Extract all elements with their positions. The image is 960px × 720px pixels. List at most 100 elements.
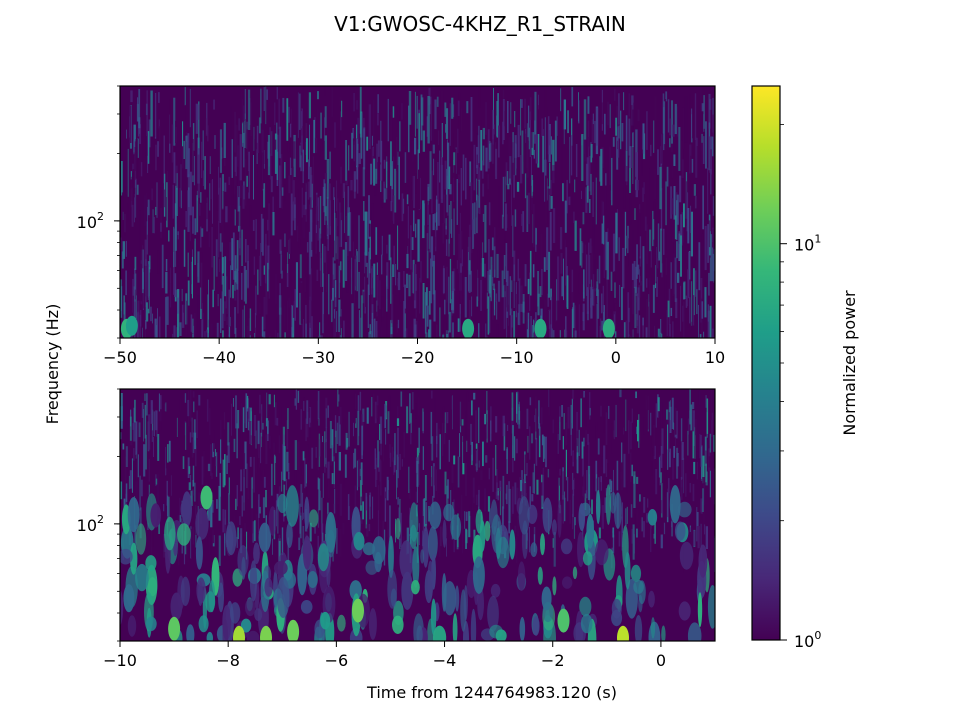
heatmap-streak bbox=[604, 113, 606, 135]
heatmap-streak bbox=[660, 228, 663, 273]
heatmap-streak bbox=[510, 312, 513, 338]
heatmap-streak bbox=[550, 288, 552, 301]
heatmap-streak bbox=[650, 450, 653, 480]
heatmap-streak bbox=[489, 143, 491, 161]
heatmap-streak bbox=[200, 252, 203, 267]
heatmap-streak bbox=[660, 534, 663, 549]
heatmap-streak bbox=[655, 403, 657, 428]
heatmap-streak bbox=[269, 336, 271, 338]
heatmap-streak bbox=[578, 429, 580, 456]
heatmap-streak bbox=[680, 235, 682, 277]
heatmap-streak bbox=[533, 463, 535, 494]
heatmap-streak bbox=[538, 426, 541, 458]
heatmap-streak bbox=[255, 142, 258, 188]
heatmap-streak bbox=[591, 479, 594, 495]
heatmap-streak bbox=[320, 233, 322, 259]
heatmap-streak bbox=[488, 293, 491, 333]
heatmap-streak bbox=[144, 239, 147, 266]
heatmap-streak bbox=[513, 264, 515, 308]
heatmap-streak bbox=[234, 307, 236, 334]
heatmap-streak bbox=[220, 191, 223, 226]
bottom-panel-frame bbox=[119, 388, 716, 642]
heatmap-streak bbox=[571, 309, 574, 338]
heatmap-blob bbox=[624, 551, 631, 590]
heatmap-streak bbox=[188, 482, 191, 491]
heatmap-streak bbox=[395, 264, 397, 286]
heatmap-streak bbox=[196, 410, 198, 438]
heatmap-streak bbox=[468, 270, 471, 293]
heatmap-streak bbox=[152, 313, 153, 324]
heatmap-streak bbox=[337, 389, 339, 407]
heatmap-streak bbox=[708, 272, 710, 296]
heatmap-streak bbox=[705, 471, 708, 486]
heatmap-streak bbox=[700, 434, 702, 467]
heatmap-streak bbox=[155, 206, 157, 216]
heatmap-streak bbox=[492, 109, 494, 145]
x-tick-label: −50 bbox=[103, 348, 137, 367]
heatmap-streak bbox=[139, 507, 142, 539]
heatmap-streak bbox=[521, 99, 523, 108]
heatmap-streak bbox=[476, 450, 478, 473]
heatmap-streak bbox=[333, 318, 336, 338]
heatmap-blob bbox=[560, 538, 573, 555]
heatmap-streak bbox=[365, 492, 368, 511]
heatmap-streak bbox=[191, 417, 193, 438]
heatmap-streak bbox=[453, 455, 456, 465]
heatmap-streak bbox=[288, 463, 290, 474]
heatmap-streak bbox=[695, 137, 698, 178]
heatmap-streak bbox=[278, 538, 281, 562]
heatmap-streak bbox=[358, 436, 360, 457]
heatmap-streak bbox=[475, 494, 478, 505]
heatmap-streak bbox=[692, 295, 695, 326]
heatmap-streak bbox=[371, 397, 373, 417]
heatmap-blob bbox=[572, 566, 578, 580]
heatmap-streak bbox=[223, 122, 226, 158]
heatmap-streak bbox=[238, 160, 240, 198]
heatmap-streak bbox=[334, 280, 337, 307]
heatmap-streak bbox=[460, 230, 463, 272]
heatmap-streak bbox=[496, 101, 499, 138]
heatmap-streak bbox=[138, 89, 141, 137]
heatmap-streak bbox=[314, 527, 316, 534]
heatmap-streak bbox=[227, 442, 230, 463]
heatmap-streak bbox=[200, 262, 203, 309]
heatmap-streak bbox=[187, 252, 189, 277]
heatmap-streak bbox=[516, 181, 520, 192]
heatmap-streak bbox=[348, 492, 350, 507]
heatmap-streak bbox=[320, 252, 322, 288]
heatmap-streak bbox=[137, 138, 139, 158]
heatmap-streak bbox=[231, 139, 233, 178]
heatmap-streak bbox=[309, 124, 310, 167]
heatmap-streak bbox=[157, 434, 160, 461]
heatmap-streak bbox=[267, 262, 269, 292]
heatmap-streak bbox=[657, 149, 659, 175]
heatmap-streak bbox=[477, 249, 480, 278]
heatmap-streak bbox=[468, 511, 471, 538]
heatmap-streak bbox=[705, 526, 708, 549]
heatmap-streak bbox=[425, 444, 427, 464]
heatmap-streak bbox=[710, 389, 712, 421]
heatmap-streak bbox=[683, 203, 685, 228]
heatmap-streak bbox=[353, 257, 355, 297]
heatmap-streak bbox=[328, 274, 330, 315]
heatmap-streak bbox=[626, 506, 628, 524]
heatmap-blob bbox=[442, 519, 447, 548]
heatmap-streak bbox=[476, 154, 478, 165]
heatmap-streak bbox=[694, 270, 697, 297]
heatmap-streak bbox=[623, 427, 625, 435]
heatmap-streak bbox=[337, 504, 339, 520]
heatmap-streak bbox=[649, 229, 652, 252]
heatmap-streak bbox=[368, 251, 370, 295]
heatmap-streak bbox=[581, 190, 582, 199]
heatmap-streak bbox=[482, 183, 485, 197]
heatmap-streak bbox=[344, 191, 345, 234]
heatmap-streak bbox=[244, 522, 246, 537]
heatmap-streak bbox=[683, 457, 685, 494]
heatmap-streak bbox=[492, 203, 493, 222]
heatmap-streak bbox=[648, 278, 651, 302]
heatmap-streak bbox=[664, 265, 667, 308]
heatmap-streak bbox=[508, 521, 511, 534]
heatmap-streak bbox=[150, 329, 152, 338]
heatmap-streak bbox=[287, 408, 289, 429]
heatmap-streak bbox=[306, 138, 308, 163]
